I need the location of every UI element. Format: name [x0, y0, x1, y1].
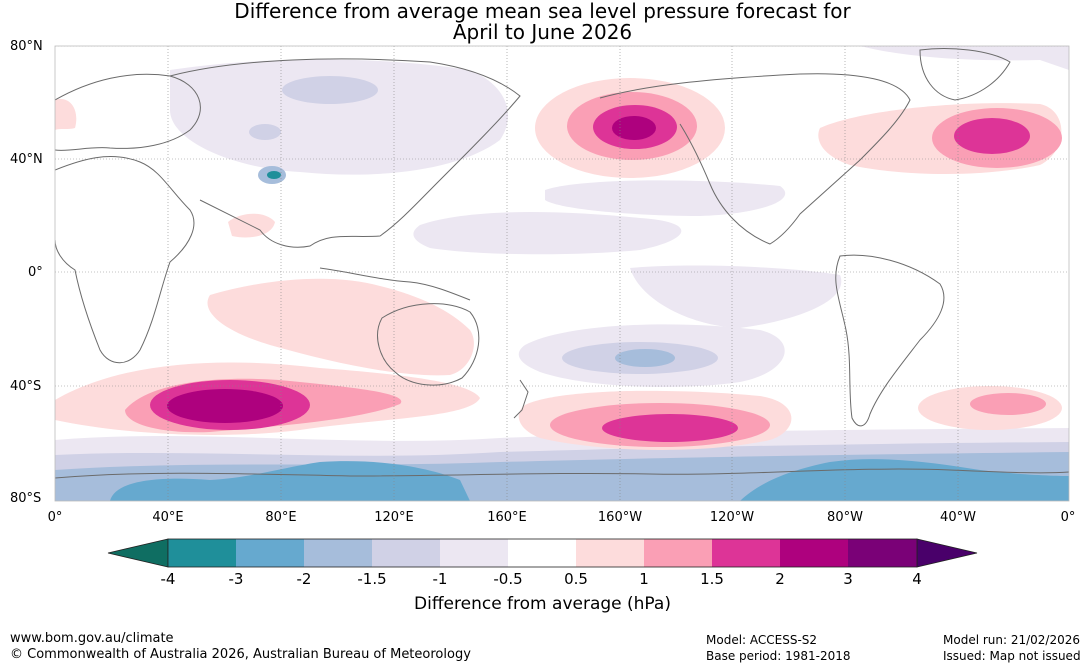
south-pacific-high-3 [602, 414, 738, 442]
lon-label-40e: 40°E [152, 510, 184, 525]
colorbar-bin-8 [644, 539, 712, 567]
tropical-positive [207, 278, 474, 376]
north-america-outline [599, 73, 911, 245]
lon-label-80e: 80°E [265, 510, 297, 525]
colorbar-bin-9 [712, 539, 780, 567]
lat-label-80s: 80°S [10, 491, 42, 506]
colorbar-tick: -1.5 [357, 570, 387, 588]
lat-label-40s: 40°S [10, 379, 42, 394]
colorbar-frame [167, 538, 918, 568]
colorbar-bin-4 [372, 539, 440, 567]
lon-label-160e: 160°E [487, 510, 527, 525]
asia-outline [169, 58, 521, 248]
colorbar-title: Difference from average (hPa) [414, 594, 671, 614]
map-title-line2: April to June 2026 [452, 20, 633, 44]
footer-copyright: © Commonwealth of Australia 2026, Austra… [10, 647, 471, 662]
lon-label-120e: 120°E [374, 510, 414, 525]
lon-label-120w: 120°W [709, 510, 755, 525]
colorbar-max-arrow [916, 538, 978, 568]
lat-label-0: 0° [28, 265, 43, 280]
colorbar-min-arrow [107, 538, 169, 568]
southern-band-deep [110, 461, 470, 501]
alaska-high-4 [612, 116, 656, 140]
east-pacific-positive [630, 265, 842, 328]
lon-label-0-left: 0° [47, 510, 63, 525]
australia-outline [377, 303, 480, 386]
greenland-outline [919, 48, 1011, 101]
colorbar-tick: -1 [432, 570, 448, 588]
lon-label-80w: 80°W [827, 510, 863, 525]
graticule [55, 46, 1069, 501]
lon-label-160w: 160°W [597, 510, 643, 525]
lon-label-0-right: 0° [1060, 510, 1076, 525]
colorbar-bin-6 [508, 539, 576, 567]
footer-website[interactable]: www.bom.gov.au/climate [10, 631, 174, 646]
map-title-line1: Difference from average mean sea level p… [234, 0, 851, 23]
map-frame [54, 45, 1070, 502]
colorbar-tick: 2 [775, 570, 785, 588]
footer-base-period: Base period: 1981-2018 [706, 649, 851, 663]
europe-positive [55, 99, 77, 130]
equatorial-pacific-negative [413, 212, 682, 255]
indian-ocean-high-4 [167, 389, 283, 423]
north-pacific-negative [545, 180, 786, 216]
colorbar-tick: -0.5 [493, 570, 523, 588]
south-america-outline [835, 254, 945, 427]
colorbar-tick: 1 [639, 570, 649, 588]
tibet-negative-2 [267, 171, 281, 179]
lat-label-80n: 80°N [10, 39, 43, 54]
south-pacific-low-3 [615, 349, 675, 367]
colorbar-tick: 3 [843, 570, 853, 588]
arctic-negative [860, 46, 1069, 70]
colorbar-bin-3 [304, 539, 372, 567]
colorbar-tick: 4 [912, 570, 922, 588]
lat-label-40n: 40°N [10, 152, 43, 167]
lon-label-40w: 40°W [940, 510, 976, 525]
footer-model: Model: ACCESS-S2 [706, 633, 818, 647]
colorbar-bin-11 [848, 539, 917, 567]
coastlines [55, 48, 1069, 479]
southern-band-deep2 [740, 459, 1069, 501]
colorbar-bin-2 [236, 539, 304, 567]
europe-outline [55, 73, 201, 151]
footer-model-run: Model run: 21/02/2026 [943, 633, 1081, 647]
antarctica-outline [55, 468, 1069, 479]
colorbar-tick: -4 [160, 570, 176, 588]
colorbar-tick: -2 [296, 570, 312, 588]
colorbar-bin-7 [576, 539, 644, 567]
colorbar-tick: -3 [228, 570, 244, 588]
colorbar-bin-5 [440, 539, 508, 567]
footer-issued: Issued: Map not issued [943, 649, 1081, 663]
colorbar-tick: 0.5 [564, 570, 588, 588]
africa-outline [55, 156, 195, 364]
eurasia-negative [170, 59, 509, 175]
south-atlantic-high-2 [970, 393, 1046, 415]
anomaly-field [55, 46, 1069, 501]
colorbar-bin-1 [168, 539, 236, 567]
north-atlantic-high-3 [954, 118, 1030, 154]
colorbar-bin-10 [780, 539, 848, 567]
siberia-negative [282, 76, 378, 104]
colorbar-tick: 1.5 [700, 570, 724, 588]
tibet-negative-3 [249, 124, 281, 140]
colorbar [107, 538, 978, 568]
